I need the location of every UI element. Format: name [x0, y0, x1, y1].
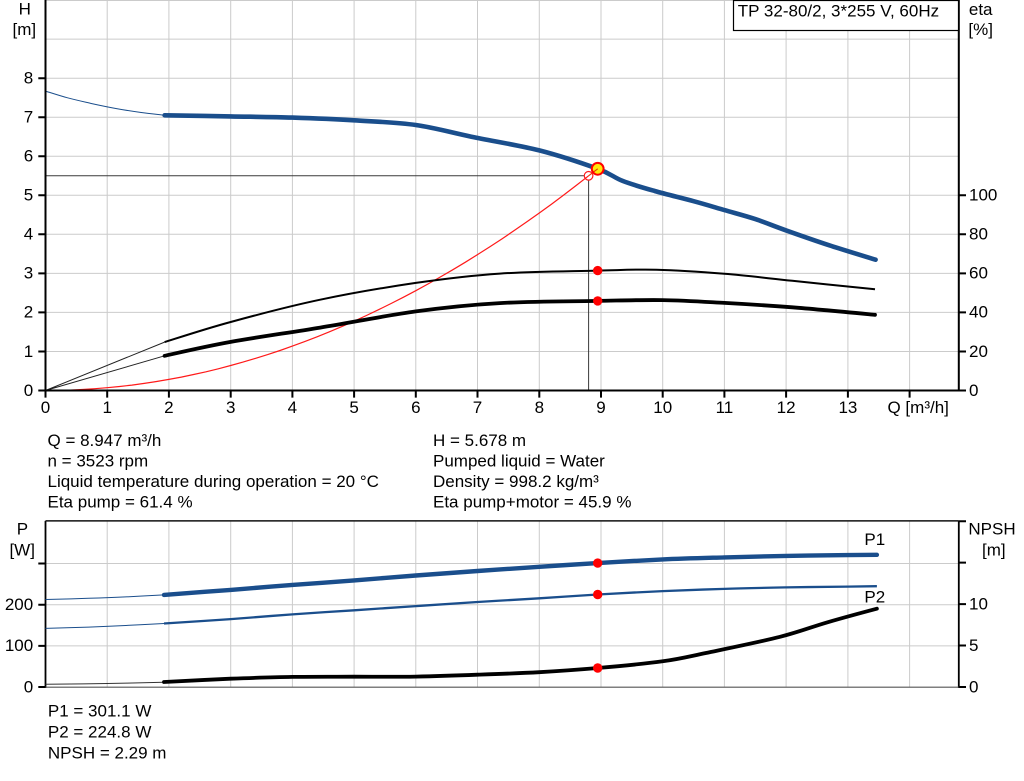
svg-text:6: 6 [411, 398, 420, 417]
svg-text:eta: eta [969, 0, 993, 19]
svg-text:10: 10 [969, 594, 988, 613]
svg-text:Q = 8.947 m³/h: Q = 8.947 m³/h [48, 431, 162, 450]
svg-text:5: 5 [969, 636, 978, 655]
svg-text:10: 10 [653, 398, 672, 417]
svg-text:20: 20 [969, 342, 988, 361]
svg-text:Q [m³/h]: Q [m³/h] [887, 398, 948, 417]
svg-text:6: 6 [24, 147, 33, 166]
svg-text:H: H [19, 0, 31, 19]
svg-text:100: 100 [5, 636, 33, 655]
svg-text:3: 3 [226, 398, 235, 417]
svg-text:9: 9 [596, 398, 605, 417]
svg-text:Pumped liquid = Water: Pumped liquid = Water [433, 451, 605, 470]
svg-text:0: 0 [969, 381, 978, 400]
svg-text:P1: P1 [864, 530, 885, 549]
svg-text:40: 40 [969, 303, 988, 322]
svg-text:0: 0 [24, 381, 33, 400]
svg-text:5: 5 [349, 398, 358, 417]
svg-text:n = 3523 rpm: n = 3523 rpm [48, 451, 149, 470]
svg-text:1: 1 [24, 342, 33, 361]
svg-text:[m]: [m] [982, 540, 1006, 559]
svg-text:Eta pump+motor = 45.9 %: Eta pump+motor = 45.9 % [433, 492, 631, 511]
svg-text:P1 = 301.1 W: P1 = 301.1 W [48, 702, 151, 721]
svg-text:H = 5.678 m: H = 5.678 m [433, 431, 526, 450]
svg-text:7: 7 [24, 108, 33, 127]
svg-text:2: 2 [24, 303, 33, 322]
svg-text:Liquid temperature during oper: Liquid temperature during operation = 20… [48, 472, 379, 491]
svg-text:80: 80 [969, 225, 988, 244]
svg-text:TP 32-80/2, 3*255 V, 60Hz: TP 32-80/2, 3*255 V, 60Hz [738, 2, 939, 21]
svg-text:Eta pump = 61.4 %: Eta pump = 61.4 % [48, 492, 193, 511]
svg-text:1: 1 [102, 398, 111, 417]
svg-text:0: 0 [969, 677, 978, 696]
svg-text:200: 200 [5, 595, 33, 614]
svg-text:P: P [17, 520, 28, 539]
svg-text:0: 0 [41, 398, 50, 417]
svg-text:P2: P2 [864, 588, 885, 607]
svg-text:Density = 998.2 kg/m³: Density = 998.2 kg/m³ [433, 472, 599, 491]
svg-text:0: 0 [24, 677, 33, 696]
svg-text:[m]: [m] [12, 20, 36, 39]
svg-text:NPSH = 2.29 m: NPSH = 2.29 m [48, 744, 167, 763]
svg-text:P2 = 224.8 W: P2 = 224.8 W [48, 723, 151, 742]
svg-text:2: 2 [164, 398, 173, 417]
svg-text:3: 3 [24, 264, 33, 283]
svg-text:12: 12 [777, 398, 796, 417]
svg-text:13: 13 [838, 398, 857, 417]
svg-text:60: 60 [969, 264, 988, 283]
svg-text:[W]: [W] [9, 541, 35, 560]
svg-text:100: 100 [969, 186, 997, 205]
svg-text:7: 7 [473, 398, 482, 417]
svg-text:8: 8 [24, 69, 33, 88]
svg-text:4: 4 [24, 225, 33, 244]
svg-text:8: 8 [535, 398, 544, 417]
svg-text:11: 11 [716, 398, 734, 417]
svg-text:NPSH: NPSH [968, 520, 1015, 539]
svg-text:4: 4 [288, 398, 297, 417]
svg-text:[%]: [%] [968, 20, 993, 39]
svg-text:5: 5 [24, 186, 33, 205]
